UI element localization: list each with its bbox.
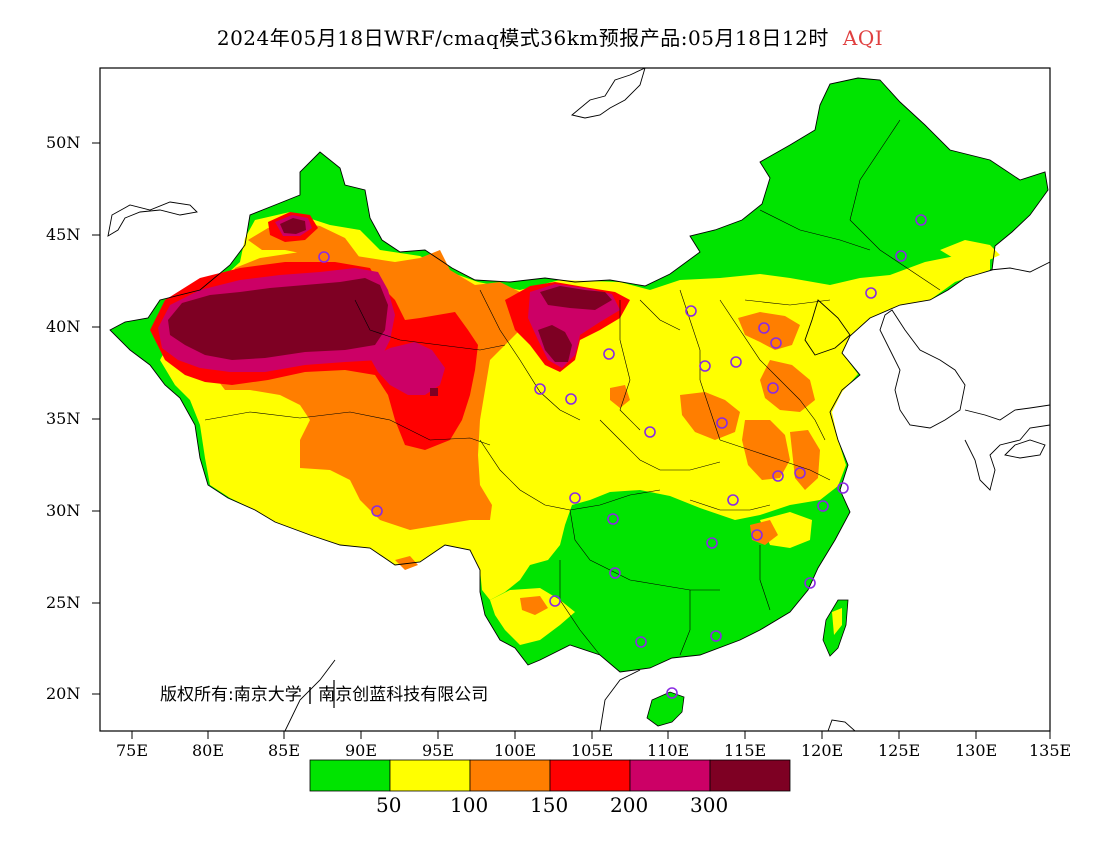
lon-label-105e: 105E	[571, 741, 614, 760]
legend-swatch-unhealthy	[549, 759, 631, 792]
region-moderate-northeast	[940, 240, 1000, 262]
legend-label-100: 100	[450, 793, 489, 817]
legend-label-150: 150	[530, 793, 569, 817]
legend-swatch-usg	[469, 759, 551, 792]
taiwan-yellow	[832, 608, 842, 635]
lat-label-30n: 30N	[46, 501, 81, 520]
lon-label-100e: 100E	[494, 741, 537, 760]
copyright-text: 版权所有:南京大学 | 南京创蓝科技有限公司	[160, 685, 489, 705]
lon-label-85e: 85E	[268, 741, 301, 760]
lon-label-75e: 75E	[116, 741, 149, 760]
region-hazardous-taklimakan	[168, 278, 388, 360]
lon-label-120e: 120E	[801, 741, 844, 760]
lon-ticks	[131, 731, 1051, 739]
legend-colorbar	[309, 759, 791, 792]
lat-label-25n: 25N	[46, 593, 81, 612]
province-borders	[204, 119, 941, 656]
region-hazardous-point	[430, 388, 438, 396]
region-hazardous-ordos	[538, 325, 572, 362]
region-moderate-south	[490, 588, 575, 645]
region-usg-east-2	[760, 360, 815, 412]
lat-label-40n: 40N	[46, 317, 81, 336]
lat-label-20n: 20N	[46, 684, 81, 703]
legend-label-200: 200	[610, 793, 649, 817]
lon-label-125e: 125E	[878, 741, 921, 760]
map-frame	[99, 67, 1051, 732]
site-markers	[318, 214, 927, 699]
lon-label-80e: 80E	[192, 741, 225, 760]
lon-label-90e: 90E	[345, 741, 378, 760]
region-hazardous-north	[280, 218, 306, 234]
map-title: 2024年05月18日WRF/cmaq模式36km预报产品:05月18日12时 A…	[0, 22, 1100, 51]
island-hainan	[646, 691, 685, 727]
lon-label-110e: 110E	[647, 741, 690, 760]
region-moderate-southeast	[760, 512, 812, 548]
lon-label-135e: 135E	[1029, 741, 1072, 760]
lon-label-115e: 115E	[724, 741, 767, 760]
region-usg-tibet-s	[395, 556, 418, 570]
title-variable: AQI	[842, 26, 884, 50]
region-usg-east-7	[750, 520, 778, 545]
region-usg-east-1	[738, 312, 800, 350]
lat-label-50n: 50N	[46, 133, 81, 152]
region-usg-southwest	[520, 596, 548, 615]
region-usg-east-6	[610, 385, 630, 408]
lat-label-35n: 35N	[46, 409, 81, 428]
region-usg-east-5	[790, 430, 820, 490]
legend-swatch-hazardous	[709, 759, 791, 792]
lat-ticks	[92, 142, 100, 695]
region-usg-east-3	[680, 392, 740, 440]
lat-label-45n: 45N	[46, 225, 81, 244]
neighbor-coastlines	[107, 68, 1050, 731]
region-hazardous-alxa	[540, 286, 612, 310]
legend-swatch-moderate	[389, 759, 471, 792]
map-content	[107, 68, 1050, 731]
region-usg-east-4	[742, 420, 790, 480]
region-very-unhealthy-qinghai	[370, 342, 445, 395]
lon-label-95e: 95E	[422, 741, 455, 760]
legend-swatch-very-unhealthy	[629, 759, 711, 792]
legend-swatch-good	[309, 759, 391, 792]
country-border	[109, 77, 1049, 673]
lon-label-130e: 130E	[955, 741, 998, 760]
legend-label-50: 50	[376, 793, 402, 817]
legend-label-300: 300	[690, 793, 729, 817]
title-main: 2024年05月18日WRF/cmaq模式36km预报产品:05月18日12时	[216, 26, 829, 50]
